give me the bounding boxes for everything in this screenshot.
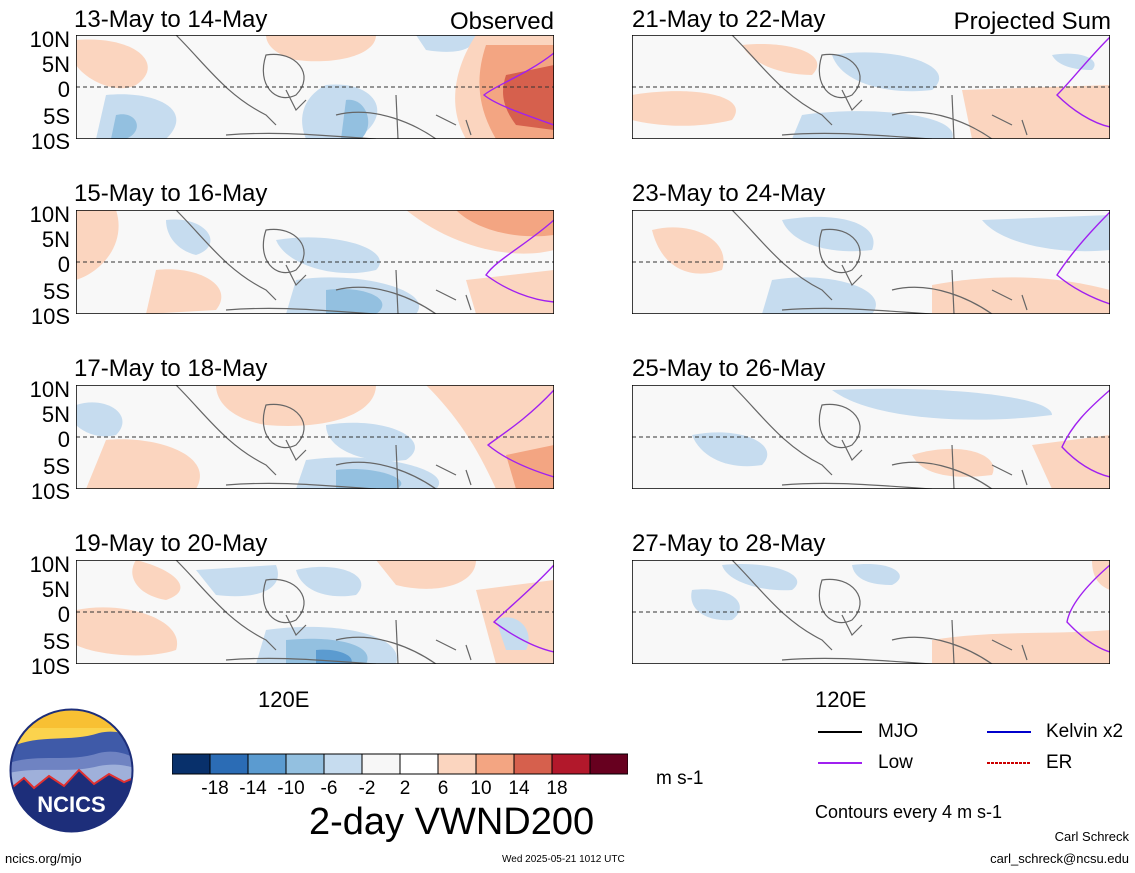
colorbar-swatch [209,753,249,775]
lat-label: 10N [29,377,70,402]
colorbar-tick-label: 10 [470,778,492,799]
lat-label: 0 [57,602,70,627]
panel-title: 27-May to 28-May [632,530,826,557]
colorbar-swatch [437,753,477,775]
panel-title: 25-May to 26-May [632,355,826,382]
map-panel [632,210,1110,314]
colorbar-tick-label: -10 [277,778,305,799]
lon-label: 120E [258,687,310,712]
lat-label: 0 [57,252,70,277]
site-link[interactable]: ncics.org/mjo [5,851,82,866]
logo-text: NCICS [37,792,105,817]
ncics-logo: NCICS [9,708,134,833]
colorbar-swatch [361,753,401,775]
colorbar-title: 2-day VWND200 [309,801,595,843]
lat-label: 10N [29,552,70,577]
panel-tag: Projected Sum [953,8,1111,35]
lat-label: 5S [43,104,70,129]
map-panel [632,560,1110,664]
colorbar [172,753,628,775]
lat-label: 5N [41,402,70,427]
panel-title: 17-May to 18-May [74,355,268,382]
colorbar-swatch [551,753,591,775]
colorbar-tick-label: -2 [358,778,376,799]
lat-label: 10N [29,27,70,52]
colorbar-tick-label: -6 [320,778,338,799]
lat-label: 5S [43,454,70,479]
lat-label: 10S [30,304,70,329]
lat-label: 0 [57,427,70,452]
author-name: Carl Schreck [1054,829,1129,844]
colorbar-swatch [513,753,553,775]
colorbar-swatch [247,753,287,775]
map-panel [76,385,554,489]
lat-label: 5N [41,577,70,602]
panel-tag: Observed [449,8,554,35]
colorbar-swatch [285,753,325,775]
panel-title: 19-May to 20-May [74,530,268,557]
legend-swatch-kelvin [987,731,1031,733]
lat-label: 10S [30,479,70,504]
colorbar-swatch [399,753,439,775]
legend-swatch-er [987,762,1031,764]
legend-label: MJO [878,721,919,742]
contour-note: Contours every 4 m s-1 [815,802,1003,822]
lat-label: 5S [43,629,70,654]
timestamp: Wed 2025-05-21 1012 UTC [502,854,625,865]
map-panel [632,385,1110,489]
lon-label: 120E [815,687,867,712]
map-panel [76,35,554,139]
panel-title: 21-May to 22-May [632,6,826,33]
colorbar-swatch [172,753,211,775]
panel-title: 23-May to 24-May [632,180,826,207]
legend-label: Kelvin x2 [1046,721,1124,742]
map-panel [632,35,1110,139]
lat-label: 10S [30,129,70,154]
legend-swatch-low [818,762,862,764]
lat-label: 10S [30,654,70,679]
colorbar-units: m s-1 [656,768,704,789]
author-email[interactable]: carl_schreck@ncsu.edu [990,851,1129,866]
lat-label: 5S [43,279,70,304]
colorbar-swatch [475,753,515,775]
panel-title: 13-May to 14-May [74,6,268,33]
colorbar-tick-label: 6 [437,778,449,799]
legend-label: Low [878,752,913,773]
colorbar-tick-label: 18 [546,778,568,799]
legend-label: ER [1046,752,1073,773]
colorbar-tick-label: 2 [399,778,411,799]
lat-label: 5N [41,227,70,252]
legend-swatch-mjo [818,731,862,733]
colorbar-tick-label: -14 [239,778,267,799]
lat-label: 10N [29,202,70,227]
lat-label: 0 [57,77,70,102]
lat-label: 5N [41,52,70,77]
colorbar-swatch [323,753,363,775]
colorbar-tick-label: -18 [201,778,229,799]
colorbar-tick-label: 14 [508,778,530,799]
panel-title: 15-May to 16-May [74,180,268,207]
map-panel [76,560,554,664]
colorbar-swatch [589,753,628,775]
map-panel [76,210,554,314]
